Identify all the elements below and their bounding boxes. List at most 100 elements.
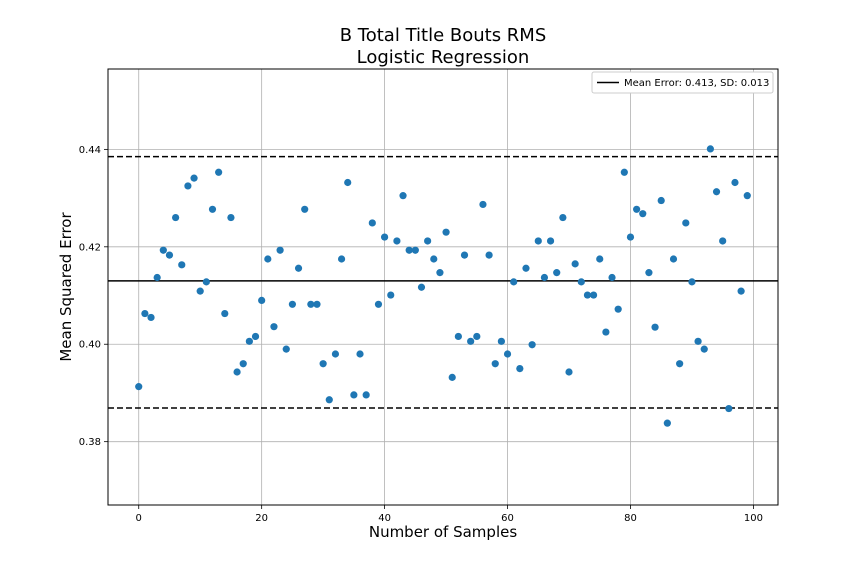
- y-tick-label: 0.40: [79, 340, 101, 351]
- data-point: [147, 313, 155, 322]
- data-point: [712, 188, 721, 196]
- data-point: [196, 287, 204, 295]
- data-point: [620, 168, 628, 176]
- chart-subtitle: Logistic Regression: [357, 47, 530, 68]
- data-point: [491, 360, 499, 368]
- plot-frame: [107, 68, 779, 506]
- data-point: [356, 350, 364, 358]
- data-point: [208, 205, 217, 213]
- data-point: [294, 264, 303, 272]
- data-point: [743, 192, 751, 200]
- data-point: [682, 219, 690, 227]
- data-point: [436, 269, 444, 277]
- data-point: [473, 332, 481, 341]
- data-point: [165, 251, 174, 259]
- data-point: [565, 368, 573, 376]
- data-point: [411, 246, 419, 254]
- data-point: [694, 337, 702, 345]
- data-point: [522, 264, 530, 272]
- data-point: [589, 291, 598, 299]
- data-point: [141, 309, 149, 318]
- data-point: [645, 269, 653, 277]
- x-tick-label: 40: [378, 513, 391, 524]
- data-point: [202, 278, 210, 286]
- x-axis-ticks: 0 20 40 60 80 100: [136, 505, 763, 524]
- data-point: [270, 323, 278, 331]
- data-point: [657, 196, 665, 205]
- data-point: [583, 291, 592, 299]
- data-point: [307, 300, 315, 308]
- data-point: [497, 337, 505, 345]
- data-point: [313, 300, 321, 308]
- legend-label: Mean Error: 0.413, SD: 0.013: [624, 78, 769, 89]
- legend: Mean Error: 0.413, SD: 0.013: [591, 71, 774, 94]
- data-point: [540, 273, 549, 282]
- data-point: [596, 255, 604, 263]
- data-point: [190, 174, 198, 182]
- data-point: [245, 337, 253, 345]
- data-point: [368, 219, 376, 227]
- data-point: [331, 350, 340, 358]
- data-point: [516, 364, 524, 373]
- data-point: [559, 213, 567, 222]
- data-point: [153, 273, 161, 282]
- data-point: [485, 251, 493, 259]
- data-point: [184, 182, 192, 190]
- x-axis-label: Number of Samples: [369, 523, 517, 541]
- data-point: [460, 251, 469, 259]
- data-point: [467, 337, 475, 345]
- data-point: [706, 145, 714, 153]
- data-point: [381, 233, 389, 241]
- data-point: [276, 246, 284, 254]
- data-point: [258, 296, 266, 304]
- data-point: [178, 261, 186, 269]
- data-point: [221, 309, 229, 318]
- data-point: [350, 391, 358, 399]
- data-point: [614, 305, 622, 313]
- data-point: [639, 210, 647, 218]
- data-point: [325, 396, 333, 404]
- data-point: [534, 237, 542, 245]
- data-point: [725, 404, 733, 413]
- data-point: [663, 419, 671, 427]
- data-point: [430, 255, 438, 263]
- y-tick-label: 0.38: [79, 437, 101, 448]
- data-point: [424, 237, 432, 245]
- data-point: [344, 178, 352, 187]
- data-point: [215, 168, 223, 176]
- chart-title: B Total Title Bouts RMS: [340, 25, 547, 46]
- data-point: [319, 360, 327, 368]
- data-point: [528, 341, 536, 349]
- data-point: [448, 373, 456, 381]
- data-point: [676, 360, 684, 368]
- data-point: [602, 328, 610, 336]
- data-point: [159, 246, 167, 254]
- data-point: [571, 260, 579, 268]
- data-point: [251, 332, 260, 341]
- data-point: [737, 287, 745, 295]
- data-point: [503, 350, 512, 358]
- data-point: [227, 213, 235, 222]
- x-tick-label: 0: [136, 513, 142, 524]
- data-point: [510, 278, 518, 286]
- reference-lines: [108, 155, 778, 409]
- y-axis-ticks: 0.38 0.40 0.42 0.44: [79, 145, 108, 448]
- data-point: [399, 192, 407, 200]
- data-point: [301, 205, 309, 213]
- data-point: [288, 300, 297, 308]
- data-points: [135, 145, 751, 427]
- legend-box: [591, 71, 774, 94]
- x-tick-label: 60: [501, 513, 514, 524]
- x-tick-label: 20: [255, 513, 268, 524]
- data-point: [553, 269, 561, 277]
- y-axis-label: Mean Squared Error: [57, 212, 75, 362]
- data-point: [577, 278, 585, 286]
- data-point: [442, 228, 450, 236]
- y-tick-label: 0.44: [79, 145, 101, 156]
- data-point: [669, 255, 678, 263]
- data-point: [282, 345, 290, 353]
- data-point: [651, 323, 659, 331]
- y-tick-label: 0.42: [79, 242, 101, 253]
- data-point: [731, 178, 739, 187]
